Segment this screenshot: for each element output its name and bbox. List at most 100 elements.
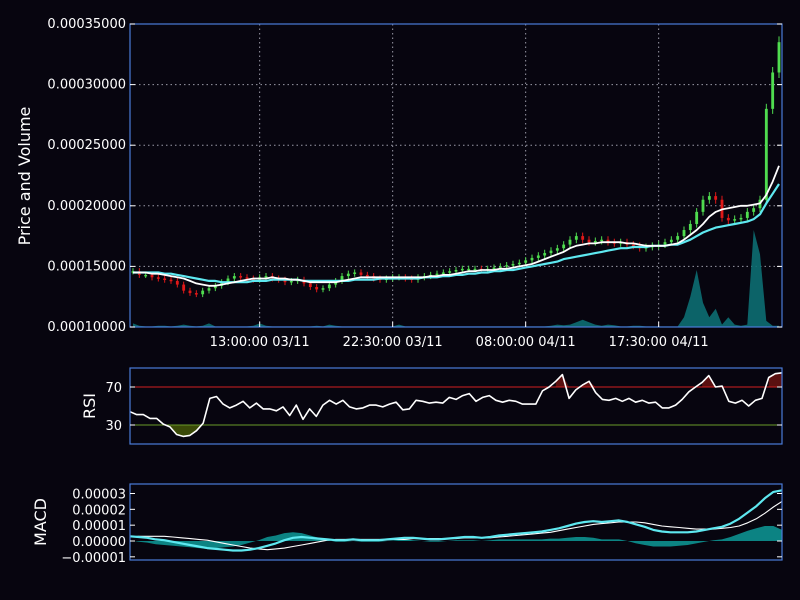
candle-body	[264, 276, 268, 278]
rsi-fills	[169, 372, 782, 437]
candle-body	[340, 276, 344, 281]
candle-body	[473, 268, 477, 271]
tick-label: 0.00010000	[47, 320, 126, 335]
candle-body	[536, 255, 540, 258]
candle-body	[182, 284, 186, 291]
rsi-y-ticks: 30 70	[105, 381, 782, 434]
candle-body	[315, 287, 319, 290]
candle-body	[239, 276, 243, 278]
candle-body	[289, 280, 293, 283]
price-panel-frame	[129, 23, 783, 328]
tick-label: 13:00:00 03/11	[210, 335, 310, 350]
candle-body	[745, 211, 749, 218]
candle-body	[517, 262, 521, 265]
candle-body	[581, 236, 585, 240]
tick-label: 0.00015000	[47, 259, 126, 274]
tick-label: 0.00025000	[47, 138, 126, 153]
volume-area	[133, 230, 779, 327]
price-x-ticks: 13:00:00 03/11 22:30:00 03/11 08:00:00 04/…	[210, 322, 709, 350]
candle-body	[739, 217, 743, 220]
candle-body	[733, 219, 737, 221]
candle-body	[593, 240, 597, 243]
candle-body	[156, 277, 160, 279]
tick-label: 0.00030000	[47, 78, 126, 93]
volume-fill	[133, 230, 779, 327]
tick-label: 0.00000	[72, 535, 126, 550]
candle-body	[524, 260, 528, 263]
candle-body	[707, 196, 711, 200]
candle-body	[663, 242, 667, 245]
tick-label: 0.00003	[72, 488, 126, 503]
candle-body	[359, 272, 363, 275]
candle-body	[688, 223, 692, 231]
tick-label: −0.00001	[61, 551, 126, 566]
tick-label: 0.00002	[72, 503, 126, 518]
candle-body	[353, 272, 357, 274]
rsi-oversold-fill	[169, 425, 204, 437]
candle-body	[492, 267, 496, 270]
candle-body	[562, 244, 566, 249]
candle-body	[676, 236, 680, 240]
candle-body	[144, 274, 148, 277]
candle-body	[283, 279, 287, 283]
candle-body	[346, 273, 350, 277]
candle-body	[574, 236, 578, 240]
candle-body	[435, 273, 439, 276]
rsi-panel-frame	[129, 367, 783, 445]
tick-label: 17:30:00 04/11	[609, 335, 709, 350]
candle-body	[695, 211, 699, 224]
candle-body	[530, 257, 534, 261]
candle-body	[207, 288, 211, 291]
candle-body	[549, 250, 553, 254]
candle-body	[777, 42, 781, 73]
candle-body	[606, 239, 610, 243]
candle-body	[321, 288, 325, 290]
candle-body	[460, 268, 464, 271]
tick-label: 0.00035000	[47, 17, 126, 32]
candle-body	[441, 272, 445, 274]
candle-body	[543, 253, 547, 256]
tick-label: 30	[105, 419, 122, 434]
candle-body	[669, 239, 673, 243]
ma-short-line	[133, 165, 780, 287]
candle-body	[175, 280, 179, 285]
candle-body	[201, 290, 205, 295]
candle-body	[194, 293, 198, 295]
moving-averages	[133, 165, 780, 287]
candle-body	[365, 274, 369, 277]
macd-lines	[129, 489, 783, 552]
candle-body	[568, 239, 572, 245]
candle-body	[467, 268, 471, 271]
candle-body	[454, 270, 458, 272]
tick-label: 22:30:00 03/11	[343, 335, 443, 350]
tick-label: 0.00001	[72, 519, 126, 534]
macd-line	[129, 489, 783, 552]
candle-body	[213, 285, 217, 289]
candle-body	[771, 72, 775, 109]
macd-panel-frame	[129, 483, 783, 561]
rsi-ylabel: RSI	[80, 393, 99, 419]
tick-label: 70	[105, 381, 122, 396]
candle-body	[682, 230, 686, 237]
candle-body	[232, 276, 236, 279]
rsi-line	[129, 372, 783, 438]
tick-label: 08:00:00 04/11	[476, 335, 576, 350]
macd-ylabel: MACD	[31, 498, 50, 546]
candle-body	[714, 196, 718, 200]
candle-body	[150, 274, 154, 278]
candle-body	[752, 208, 756, 212]
candle-body	[701, 199, 705, 212]
candle-body	[726, 217, 730, 221]
candle-body	[245, 277, 249, 279]
candle-body	[327, 284, 331, 289]
candle-body	[163, 278, 167, 281]
candle-body	[764, 108, 768, 200]
candle-body	[498, 266, 502, 268]
candle-body	[587, 239, 591, 243]
candle-body	[555, 248, 559, 251]
candle-body	[188, 290, 192, 294]
candle-body	[308, 283, 312, 288]
